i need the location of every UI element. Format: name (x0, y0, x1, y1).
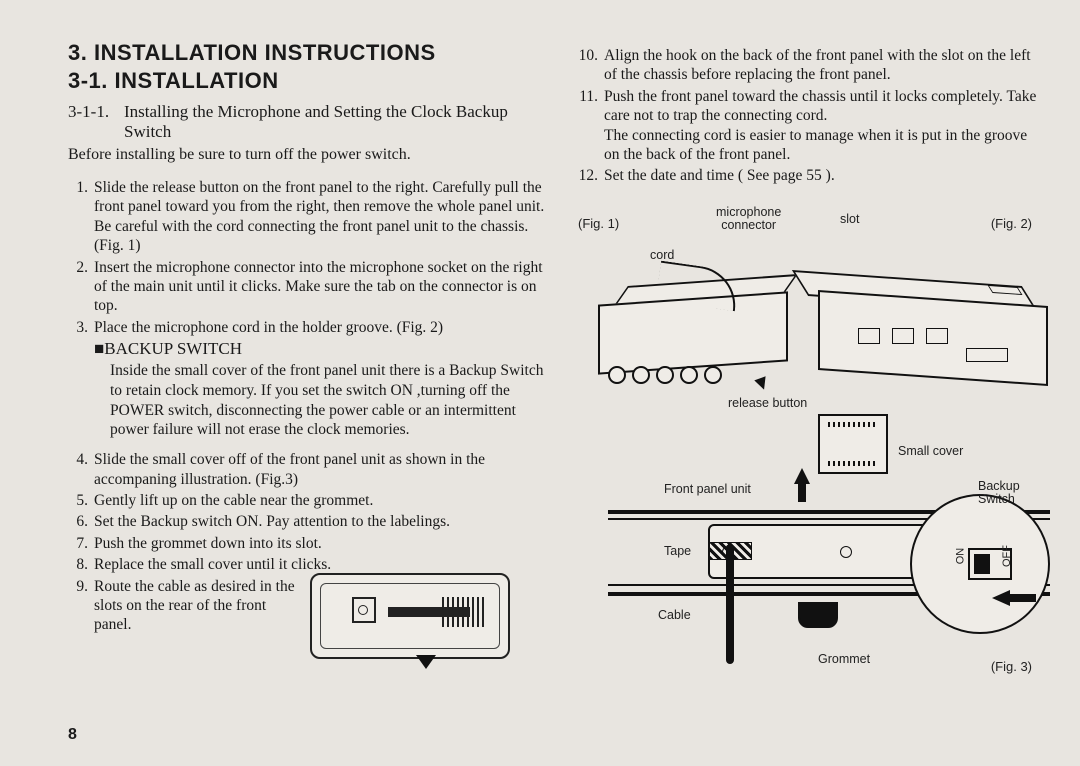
step-item: 3.Place the microphone cord in the holde… (68, 318, 548, 337)
step-text: Slide the release button on the front pa… (94, 178, 548, 256)
step-item: 1.Slide the release button on the front … (68, 178, 548, 256)
page-number: 8 (68, 726, 77, 744)
section-number: 3. (68, 40, 87, 65)
step-text: Gently lift up on the cable near the gro… (94, 491, 548, 510)
device-knobs (608, 366, 722, 384)
steps-4-9: 4.Slide the small cover off of the front… (68, 450, 548, 634)
label-text: button (772, 396, 807, 410)
label-release-button: release button (728, 396, 807, 410)
step-item: 11.Push the front panel toward the chass… (578, 87, 1040, 165)
intro-text: Before installing be sure to turn off th… (68, 146, 548, 164)
label-grommet: Grommet (818, 652, 870, 666)
illustration-hole (358, 605, 368, 615)
steps-10-12: 10.Align the hook on the back of the fro… (578, 46, 1040, 186)
up-arrow-icon (794, 468, 810, 484)
label-tape: Tape (664, 544, 691, 558)
right-column: 10.Align the hook on the back of the fro… (578, 40, 1040, 674)
step-text: Push the grommet down into its slot. (94, 534, 548, 553)
section-title: INSTALLATION INSTRUCTIONS (94, 40, 436, 65)
step-item: 7.Push the grommet down into its slot. (68, 534, 548, 553)
step-num: 10. (578, 46, 604, 85)
label-small-cover: Small cover (898, 444, 963, 458)
step-text: Push the front panel toward the chassis … (604, 87, 1040, 165)
label-on: ON (954, 547, 966, 564)
step-num: 1. (68, 178, 94, 256)
step-text: Insert the microphone connector into the… (94, 258, 548, 316)
inline-illustration (310, 573, 510, 659)
subsection-title: INSTALLATION (115, 68, 279, 93)
step-num: 6. (68, 512, 94, 531)
step-item: 9. Route the cable as desired in the slo… (68, 577, 548, 635)
figure-1-device (598, 258, 808, 388)
step-item: 2.Insert the microphone connector into t… (68, 258, 548, 316)
step-item: 10.Align the hook on the back of the fro… (578, 46, 1040, 85)
backup-switch-body: Inside the small cover of the front pane… (110, 361, 548, 440)
step-num: 7. (68, 534, 94, 553)
steps-1-3: 1.Slide the release button on the front … (68, 178, 548, 337)
fig3-label: (Fig. 3) (991, 659, 1032, 674)
device-ports (858, 328, 948, 344)
backup-switch-heading: ■BACKUP SWITCH (94, 339, 548, 359)
label-cable: Cable (658, 608, 691, 622)
label-microphone-connector: microphone connector (716, 206, 781, 232)
step-text: Set the Backup switch ON. Pay attention … (94, 512, 548, 531)
grommet (798, 602, 838, 628)
arrow-icon (754, 376, 769, 391)
small-cover (818, 414, 888, 474)
step-num: 11. (578, 87, 604, 165)
label-front-panel-unit: Front panel unit (664, 482, 751, 496)
label-off: OFF (1001, 545, 1013, 567)
step-item: 5.Gently lift up on the cable near the g… (68, 491, 548, 510)
panel-hole (840, 546, 852, 558)
illustration-grip (442, 597, 486, 627)
step-text: Align the hook on the back of the front … (604, 46, 1040, 85)
figures-area: (Fig. 1) (Fig. 2) (Fig. 3) microphone co… (578, 204, 1040, 674)
label-backup-switch: Backup Switch (978, 480, 1020, 506)
figure-3: Small cover Front panel unit Backup Swit… (648, 414, 1040, 654)
step-text: Route the cable as desired in the slots … (94, 577, 304, 635)
subsub-title: Installing the Microphone and Setting th… (124, 102, 548, 142)
down-arrow-icon (416, 655, 436, 669)
step-item: 12.Set the date and time ( See page 55 )… (578, 166, 1040, 185)
fig2-label: (Fig. 2) (991, 216, 1032, 231)
step-text: Set the date and time ( See page 55 ). (604, 166, 1040, 185)
device-holder (966, 348, 1008, 362)
step-num: 4. (68, 450, 94, 489)
figure-2-device (818, 248, 1068, 398)
left-arrow-icon (992, 590, 1010, 606)
label-text: microphone (716, 205, 781, 219)
subsub-number: 3-1-1. (68, 102, 124, 142)
step-text: Replace the small cover until it clicks. (94, 555, 548, 574)
subsubsection-heading: 3-1-1. Installing the Microphone and Set… (68, 102, 548, 142)
manual-page: 3. INSTALLATION INSTRUCTIONS 3-1. INSTAL… (0, 0, 1080, 694)
step-num: 2. (68, 258, 94, 316)
cable (726, 544, 734, 664)
section-heading: 3. INSTALLATION INSTRUCTIONS (68, 40, 548, 66)
step-num: 12. (578, 166, 604, 185)
label-slot: slot (840, 212, 859, 226)
subsection-heading: 3-1. INSTALLATION (68, 68, 548, 94)
step-item: 4.Slide the small cover off of the front… (68, 450, 548, 489)
fig1-label: (Fig. 1) (578, 216, 619, 231)
step-text: Slide the small cover off of the front p… (94, 450, 548, 489)
step-num: 9. (68, 577, 94, 635)
label-text: Switch (978, 492, 1015, 506)
step-text: Place the microphone cord in the holder … (94, 318, 548, 337)
label-text: connector (721, 218, 776, 232)
step-item: 6.Set the Backup switch ON. Pay attentio… (68, 512, 548, 531)
step-num: 8. (68, 555, 94, 574)
step-num: 5. (68, 491, 94, 510)
left-column: 3. INSTALLATION INSTRUCTIONS 3-1. INSTAL… (68, 40, 548, 674)
step-item: 8.Replace the small cover until it click… (68, 555, 548, 574)
label-text: Backup (978, 479, 1020, 493)
step-num: 3. (68, 318, 94, 337)
label-text: release (728, 396, 769, 410)
subsection-number: 3-1. (68, 68, 108, 93)
